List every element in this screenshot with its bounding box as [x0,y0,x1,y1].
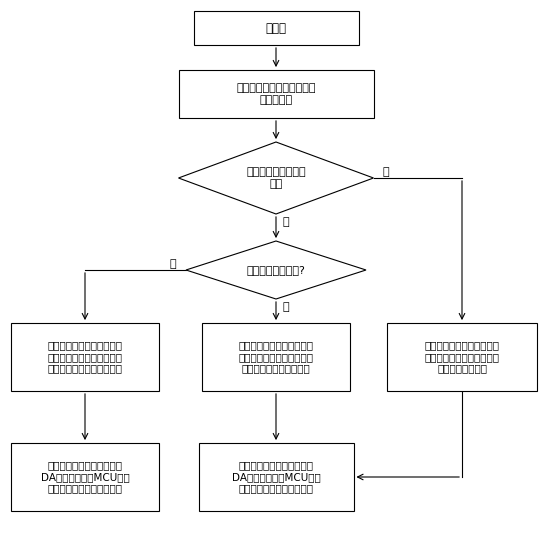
Text: 否: 否 [382,167,389,177]
Text: 通过自适应控制得到具体的
DA数据值，通过MCU控制
激光器产生对应的发光功率: 通过自适应控制得到具体的 DA数据值，通过MCU控制 激光器产生对应的发光功率 [232,460,320,493]
Text: 依据上位机设置的发光功率
值、激光器采样的发光功率
值进行光功率自适应控制: 依据上位机设置的发光功率 值、激光器采样的发光功率 值进行光功率自适应控制 [238,341,314,374]
FancyBboxPatch shape [11,323,159,391]
FancyBboxPatch shape [199,443,353,511]
Text: 上位机是否进行设置
处理: 上位机是否进行设置 处理 [246,167,306,189]
Text: 激光器的发光偏置电流、发
光功率采集: 激光器的发光偏置电流、发 光功率采集 [236,83,316,105]
Text: 是否设置发光模式?: 是否设置发光模式? [247,265,305,275]
FancyBboxPatch shape [194,11,358,45]
FancyBboxPatch shape [202,323,350,391]
Text: 初始化: 初始化 [266,22,286,34]
Text: 是: 是 [283,302,289,312]
Polygon shape [186,241,366,299]
Polygon shape [178,142,374,214]
Text: 通过自适应控制得到具体的
DA数据值，通过MCU控制
激光器产生对应的偏置电流: 通过自适应控制得到具体的 DA数据值，通过MCU控制 激光器产生对应的偏置电流 [41,460,129,493]
Text: 依据默认的发光功率值、激
光器采样的发光功率值进行
光功率自适应控制: 依据默认的发光功率值、激 光器采样的发光功率值进行 光功率自适应控制 [424,341,500,374]
FancyBboxPatch shape [11,443,159,511]
FancyBboxPatch shape [387,323,537,391]
Text: 否: 否 [169,259,176,269]
Text: 依据上位机设置的偏置电流
值、激光器采样的偏置电流
值进行偏置电流自适应控制: 依据上位机设置的偏置电流 值、激光器采样的偏置电流 值进行偏置电流自适应控制 [47,341,123,374]
FancyBboxPatch shape [178,70,374,118]
Text: 是: 是 [283,217,289,227]
